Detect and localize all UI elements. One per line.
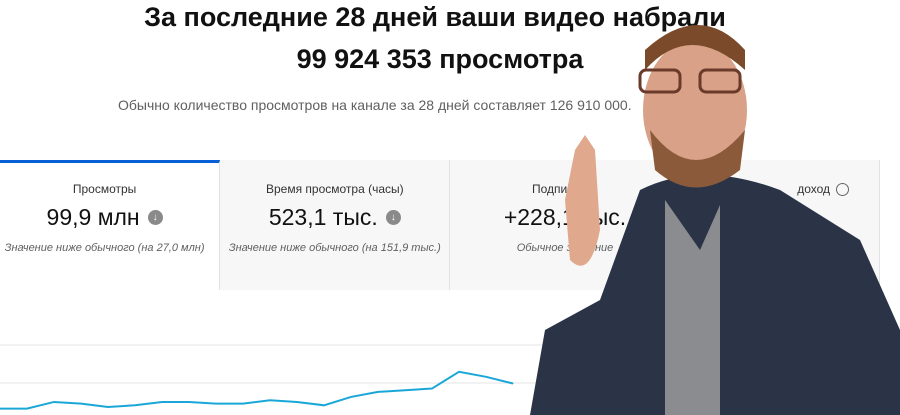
- card-value: 99,9 млн: [46, 204, 140, 230]
- beard: [650, 130, 745, 188]
- data-point: [80, 403, 82, 405]
- metric-cards: Просмотры 99,9 млн ↓ Значение ниже обычно…: [0, 160, 881, 290]
- raised-hand: [565, 135, 600, 266]
- data-point: [215, 403, 217, 405]
- data-point: [0, 408, 1, 410]
- card-value: +228,1 тыс.: [503, 204, 627, 230]
- card-note: Значение ниже обычного (на 27,0 млн): [4, 242, 205, 254]
- grey-tshirt: [665, 200, 720, 415]
- data-point: [107, 406, 109, 408]
- card-watch-time[interactable]: Время просмотра (часы) 523,1 тыс. ↓ Значе…: [220, 160, 451, 290]
- card-value: 523,1 тыс.: [268, 204, 378, 230]
- hair: [645, 25, 745, 70]
- card-label: Просмотры: [72, 182, 137, 196]
- data-point: [161, 401, 163, 403]
- data-point: [26, 408, 28, 410]
- card-note: Значение ниже обычного (на 151,9 тыс.): [228, 242, 441, 254]
- data-point: [404, 389, 406, 391]
- views-series-line: [0, 370, 514, 410]
- glasses-left: [638, 68, 682, 94]
- data-point: [53, 401, 55, 403]
- card-label: доход: [797, 182, 831, 196]
- data-point: [458, 371, 460, 373]
- data-point: [377, 391, 379, 393]
- data-point: [323, 404, 325, 406]
- headline-line-1: За последние 28 дней ваши видео набрали: [144, 2, 726, 32]
- data-point: [431, 388, 433, 390]
- clock-icon: [836, 183, 850, 197]
- data-point: [242, 403, 244, 405]
- glasses-right: [698, 68, 742, 94]
- headline-views-count: 99 924 353 просмотра: [296, 44, 584, 74]
- typical-views-note: Обычно количество просмотров на канале з…: [118, 97, 632, 113]
- data-point: [350, 396, 352, 398]
- data-point: [485, 376, 487, 378]
- arrow-down-circle-icon: ↓: [385, 210, 401, 225]
- data-point: [296, 401, 298, 403]
- card-views[interactable]: Просмотры 99,9 млн ↓ Значение ниже обычно…: [0, 160, 221, 290]
- face: [643, 40, 747, 180]
- arrow-down-circle-icon: ↓: [147, 210, 163, 225]
- data-point: [134, 404, 136, 406]
- data-point: [512, 383, 514, 385]
- data-point: [188, 401, 190, 403]
- card-label: Время просмотра (часы): [265, 182, 404, 196]
- data-point: [269, 399, 271, 401]
